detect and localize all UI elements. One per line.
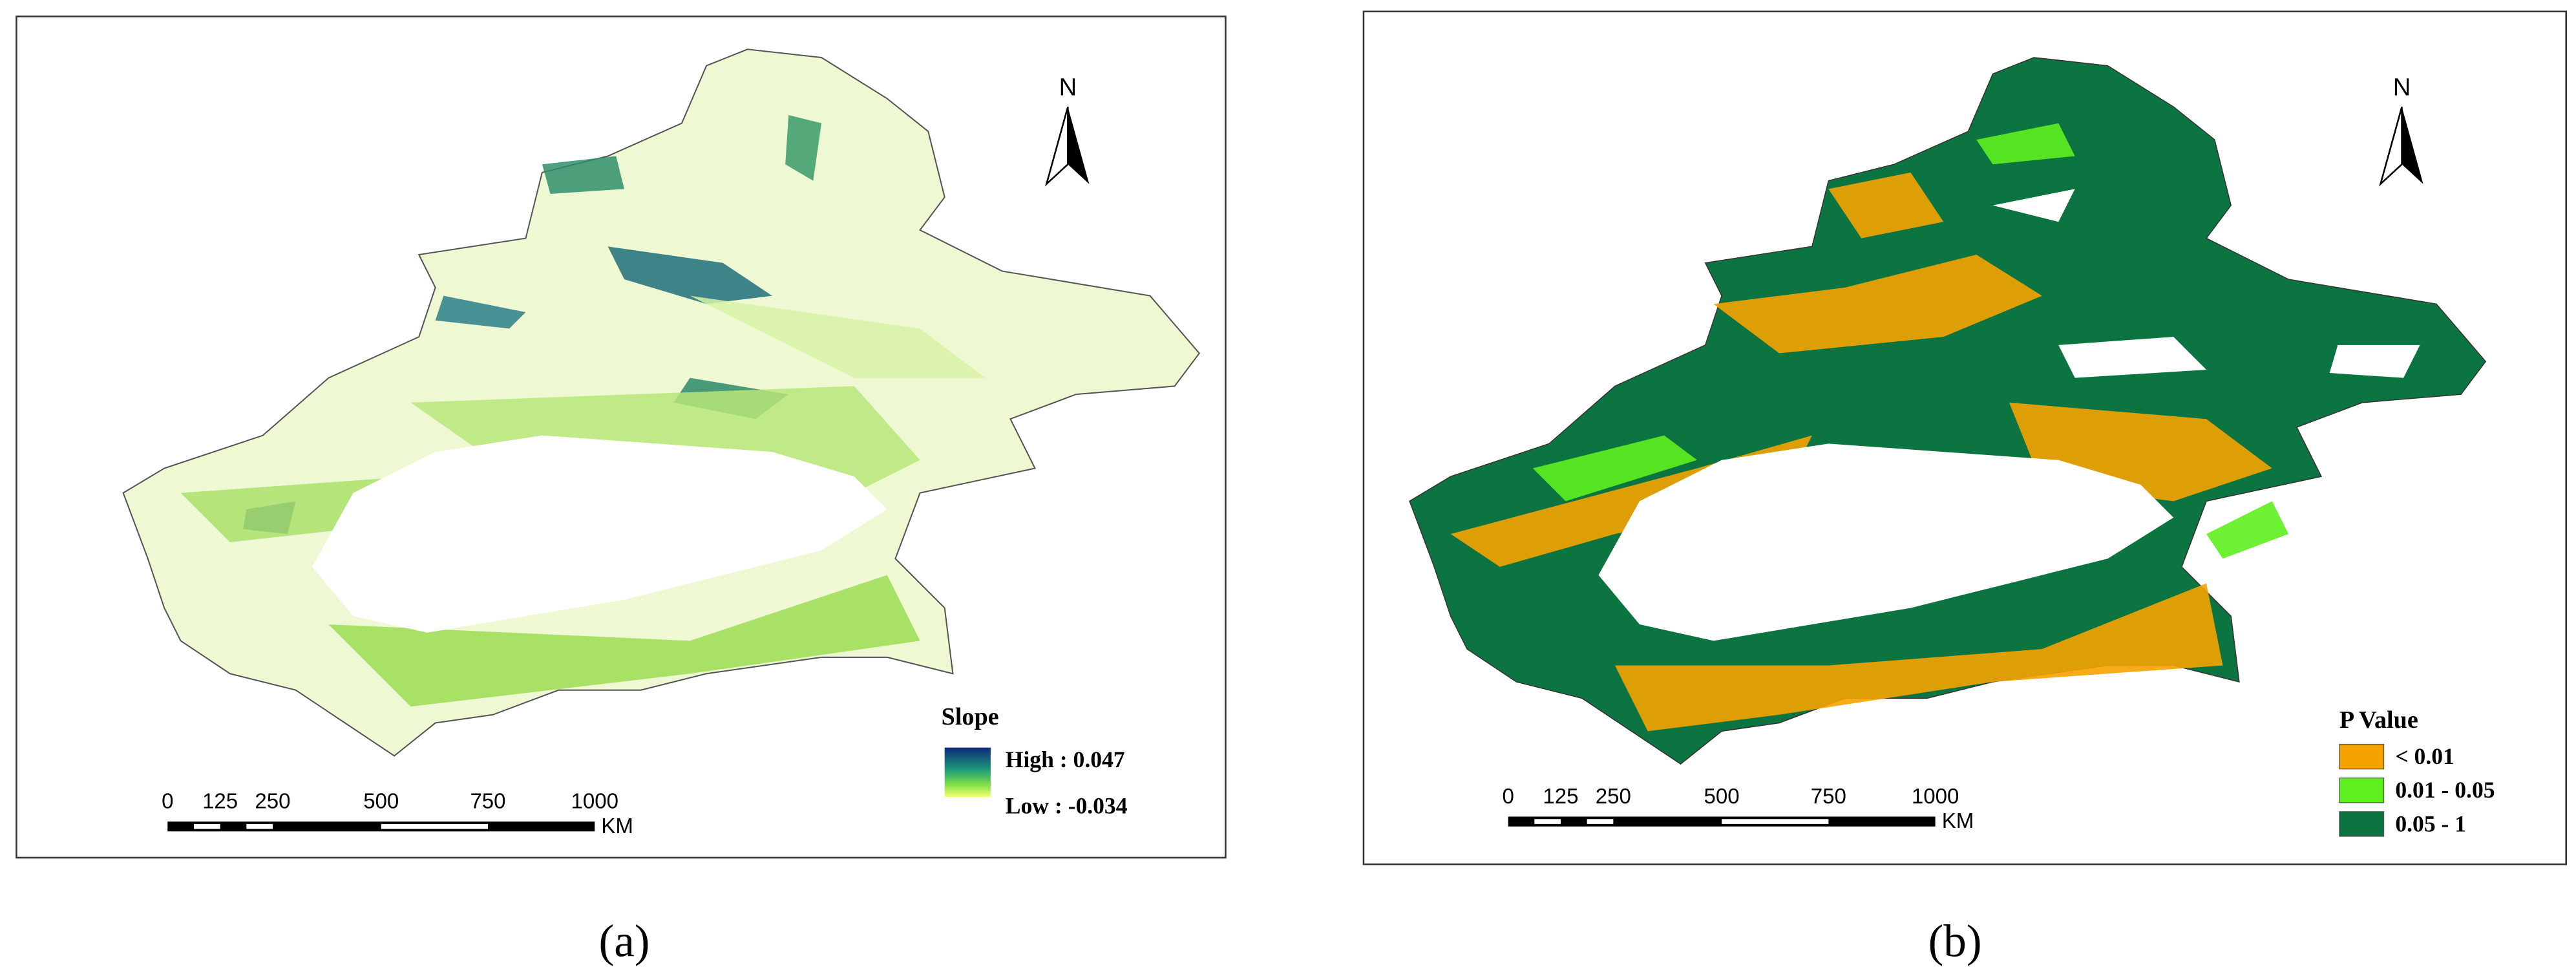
map-patch xyxy=(328,575,920,707)
north-label: N xyxy=(2393,73,2411,101)
legend-swatch xyxy=(2339,743,2385,770)
legend-title: Slope xyxy=(942,703,999,730)
gap xyxy=(2058,337,2207,378)
scale-segment xyxy=(381,823,489,829)
scale-label: 1000 xyxy=(571,790,618,814)
north-arrow-left xyxy=(1044,106,1069,187)
scale-label: 750 xyxy=(1811,785,1846,809)
scale-segment xyxy=(1722,819,1829,824)
scale-label: 750 xyxy=(470,790,505,814)
scale-unit: KM xyxy=(1942,809,1974,833)
scale-unit: KM xyxy=(601,814,633,838)
map-patch xyxy=(542,156,624,194)
panel-frame xyxy=(16,16,1227,859)
legend-label: 0.05 - 1 xyxy=(2395,811,2466,836)
map-patch xyxy=(1532,435,1697,502)
legend-gradient xyxy=(944,747,991,797)
scale-label: 125 xyxy=(1543,785,1578,809)
north-label: N xyxy=(1059,73,1077,101)
legend-title: P Value xyxy=(2339,706,2418,734)
legend-label: 0.01 - 0.05 xyxy=(2395,777,2495,803)
panel-frame xyxy=(1362,10,2568,865)
map-patch xyxy=(785,114,822,181)
map xyxy=(122,48,1201,757)
gap xyxy=(1992,189,2075,222)
map-patch xyxy=(2206,501,2289,559)
desert xyxy=(1598,443,2174,641)
legend-swatch xyxy=(2339,811,2385,837)
scale-label: 125 xyxy=(202,790,238,814)
scale-label: 0 xyxy=(162,790,173,814)
scale-segment xyxy=(246,823,273,829)
gap xyxy=(2329,345,2420,378)
scale-label: 0 xyxy=(1502,785,1514,809)
legend-swatch xyxy=(2339,778,2385,803)
panel-caption: (b) xyxy=(1928,916,1982,966)
panel-caption: (a) xyxy=(599,916,650,966)
map-patch xyxy=(1614,583,2223,732)
scale-label: 500 xyxy=(1704,785,1740,809)
map-patch xyxy=(607,246,772,304)
scale-label: 500 xyxy=(363,790,399,814)
desert xyxy=(312,435,887,633)
map-patch xyxy=(435,295,526,329)
legend-label: < 0.01 xyxy=(2395,743,2454,769)
map-patch xyxy=(1976,123,2075,165)
north-arrow-left xyxy=(2379,106,2403,187)
scale-label: 250 xyxy=(255,790,290,814)
north-arrow-right xyxy=(1068,107,1090,184)
scale-label: 1000 xyxy=(1912,785,1959,809)
map xyxy=(1409,57,2487,765)
map-patch xyxy=(1828,172,1944,239)
scale-label: 250 xyxy=(1596,785,1631,809)
legend-high: High : 0.047 xyxy=(1006,747,1125,772)
north-arrow-right xyxy=(2402,107,2423,184)
legend-low: Low : -0.034 xyxy=(1006,792,1128,818)
map-patch xyxy=(690,295,986,378)
scale-segment xyxy=(1534,819,1561,824)
scale-segment xyxy=(1587,819,1614,824)
map-patch xyxy=(1713,255,2042,354)
scale-segment xyxy=(193,823,220,829)
